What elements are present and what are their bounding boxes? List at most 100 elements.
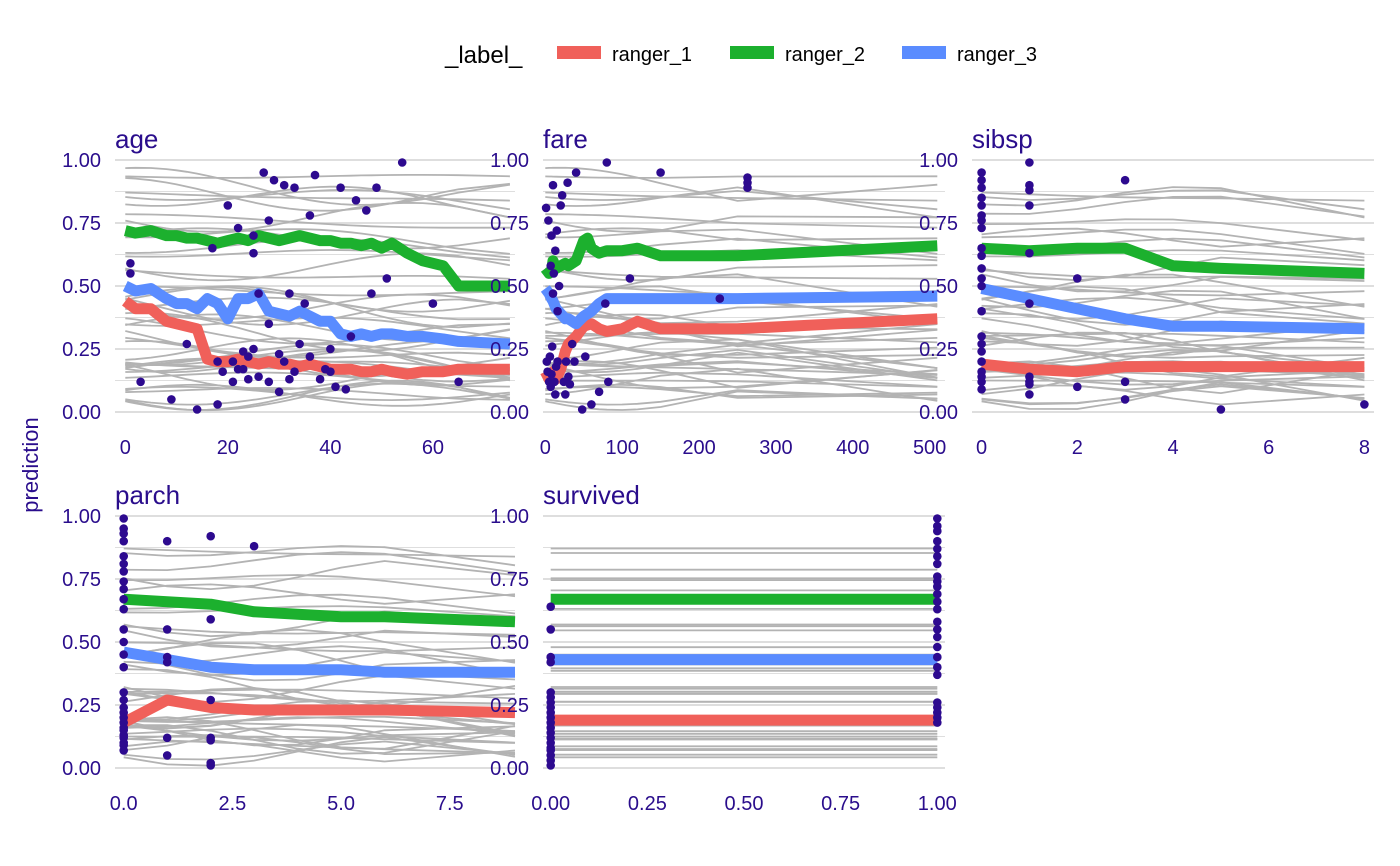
ice-profile-line <box>125 269 510 280</box>
y-tick-label: 0.50 <box>490 276 529 298</box>
observation-point <box>715 294 725 303</box>
legend-label-ranger_3: ranger_3 <box>957 44 1037 66</box>
ice-profile-line <box>125 252 511 282</box>
observation-point <box>977 385 986 394</box>
observation-point <box>561 357 571 366</box>
ice-profile-line <box>125 249 510 262</box>
ice-profile-line <box>125 201 511 233</box>
observation-point <box>548 180 558 190</box>
observation-point <box>206 615 215 624</box>
observation-point <box>551 246 560 255</box>
observation-point <box>249 231 258 240</box>
observation-point <box>1073 382 1082 392</box>
observation-point <box>565 380 575 389</box>
observation-point <box>351 196 361 205</box>
observation-points <box>126 158 463 414</box>
ice-profile-line <box>545 389 938 406</box>
ice-profile-line <box>123 740 516 761</box>
ice-profile-line <box>123 560 516 591</box>
ice-profile-line <box>981 331 1365 347</box>
x-tick-label: 8 <box>1359 437 1370 459</box>
x-tick-label: 5.0 <box>327 793 355 815</box>
observation-point <box>300 299 310 308</box>
x-tick-label: 2.5 <box>218 793 246 815</box>
series-line-ranger_1 <box>121 694 516 728</box>
ice-profile-line <box>123 545 516 567</box>
observation-point <box>553 357 562 366</box>
observation-point <box>1120 175 1130 185</box>
observation-point <box>977 223 986 233</box>
observation-point <box>249 344 258 354</box>
observation-point <box>279 180 289 190</box>
observation-point <box>977 357 986 366</box>
y-tick-label: 0.75 <box>62 213 101 235</box>
legend-label-ranger_2: ranger_2 <box>785 44 865 66</box>
observation-point <box>382 274 392 283</box>
observation-point <box>285 374 294 384</box>
observation-point <box>249 248 258 258</box>
observation-point <box>223 201 233 210</box>
ice-profile-line <box>123 687 516 703</box>
y-axis-label: prediction <box>18 417 43 512</box>
x-tick-label: 40 <box>319 437 341 459</box>
observation-point <box>305 352 315 361</box>
observation-point <box>625 274 635 283</box>
observation-point <box>977 306 986 316</box>
ice-profiles <box>545 166 938 411</box>
observation-point <box>274 349 284 359</box>
observation-point <box>554 281 564 291</box>
observation-point <box>397 158 407 167</box>
observation-point <box>933 652 942 662</box>
observation-point <box>119 688 128 697</box>
observation-point <box>238 364 248 374</box>
ice-profile-line <box>545 166 938 202</box>
y-tick-label: 0.75 <box>919 213 958 235</box>
observation-point <box>326 367 335 377</box>
panel-age: age 0.00 0.25 0.50 0.75 1.00 0 20 40 60 <box>62 124 515 459</box>
ice-profile-line <box>125 174 510 179</box>
x-tick-label: 0.50 <box>725 793 764 815</box>
y-tick-label: 0.25 <box>919 339 958 361</box>
observation-point <box>933 662 942 672</box>
observation-point <box>119 637 128 647</box>
observation-point <box>119 514 128 523</box>
observation-point <box>119 604 128 614</box>
observation-point <box>428 299 438 308</box>
observation-point <box>561 390 570 399</box>
observation-point <box>552 226 562 235</box>
observation-point <box>933 544 942 554</box>
observation-point <box>933 642 942 652</box>
observation-point <box>244 374 253 384</box>
observation-point <box>977 243 986 253</box>
observation-point <box>547 342 557 351</box>
panel-title-fare: fare <box>543 124 588 154</box>
observation-point <box>547 369 556 379</box>
panel-survived: survived 0.00 0.25 0.50 0.75 1.00 0.00 0.25 0.50… <box>490 480 957 815</box>
legend-key-ranger_3 <box>902 46 946 59</box>
observation-point <box>119 695 128 705</box>
observation-point <box>162 751 172 760</box>
y-tick-label: 0.50 <box>490 632 529 654</box>
x-tick-label: 0.75 <box>821 793 860 815</box>
observation-point <box>933 617 942 627</box>
panel-fare: fare 0.00 0.25 0.50 0.75 1.00 0 100 200 300 400 500 <box>490 124 946 459</box>
observation-point <box>119 584 128 594</box>
observation-point <box>933 670 942 680</box>
observation-point <box>557 191 567 200</box>
observation-point <box>274 387 284 397</box>
ice-profile-line <box>981 195 1365 218</box>
observation-point <box>546 625 555 634</box>
ice-profile-line <box>545 186 938 219</box>
ice-profile-line <box>545 285 938 296</box>
observation-point <box>977 216 986 225</box>
y-tick-label: 0.00 <box>490 402 529 424</box>
y-tick-label: 0.75 <box>490 213 529 235</box>
observation-point <box>290 367 299 377</box>
observation-point <box>604 377 613 387</box>
x-tick-label: 0 <box>976 437 987 459</box>
series-line-ranger_1 <box>122 296 510 380</box>
ice-profile-line <box>125 297 510 326</box>
observation-point <box>162 657 172 667</box>
ice-profile-line <box>125 343 511 369</box>
